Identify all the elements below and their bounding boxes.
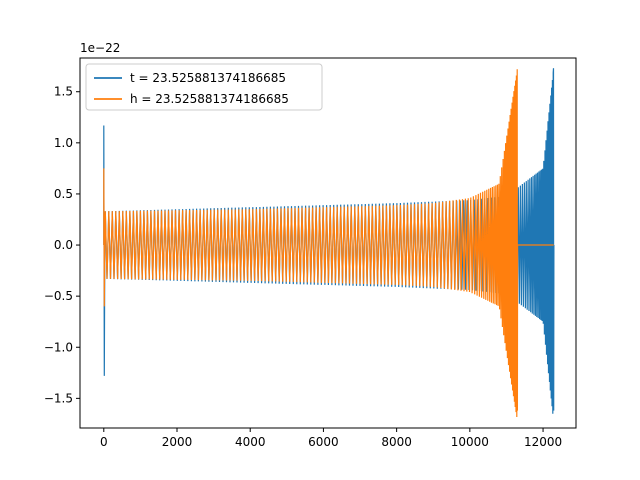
x-tick-label: 0	[100, 435, 108, 449]
x-tick-label: 10000	[451, 435, 489, 449]
x-tick-label: 6000	[308, 435, 339, 449]
legend-label: h = 23.525881374186685	[130, 92, 289, 106]
x-tick-label: 12000	[524, 435, 562, 449]
y-tick-label: −0.5	[44, 289, 73, 303]
legend-box	[85, 63, 323, 111]
y-axis: −1.5 −1.0 −0.5 0.0 0.5 1.0 1.5	[44, 85, 80, 405]
plot-frame	[79, 57, 577, 429]
y-tick-label: 0.0	[54, 238, 73, 252]
y-offset-label: 1e−22	[80, 41, 120, 55]
legend: t = 23.525881374186685 h = 23.52588137418…	[85, 63, 323, 111]
y-tick-label: 1.0	[54, 136, 73, 150]
series-line-1	[103, 69, 554, 418]
legend-label: t = 23.525881374186685	[130, 71, 286, 85]
y-tick-label: −1.0	[44, 340, 73, 354]
series-layer	[103, 68, 555, 418]
y-tick-label: −1.5	[44, 391, 73, 405]
x-axis: 0 2000 4000 6000 8000 10000 12000	[100, 428, 562, 449]
y-tick-label: 1.5	[54, 85, 73, 99]
x-tick-label: 8000	[381, 435, 412, 449]
y-tick-label: 0.5	[54, 187, 73, 201]
x-tick-label: 2000	[162, 435, 193, 449]
x-tick-label: 4000	[235, 435, 266, 449]
